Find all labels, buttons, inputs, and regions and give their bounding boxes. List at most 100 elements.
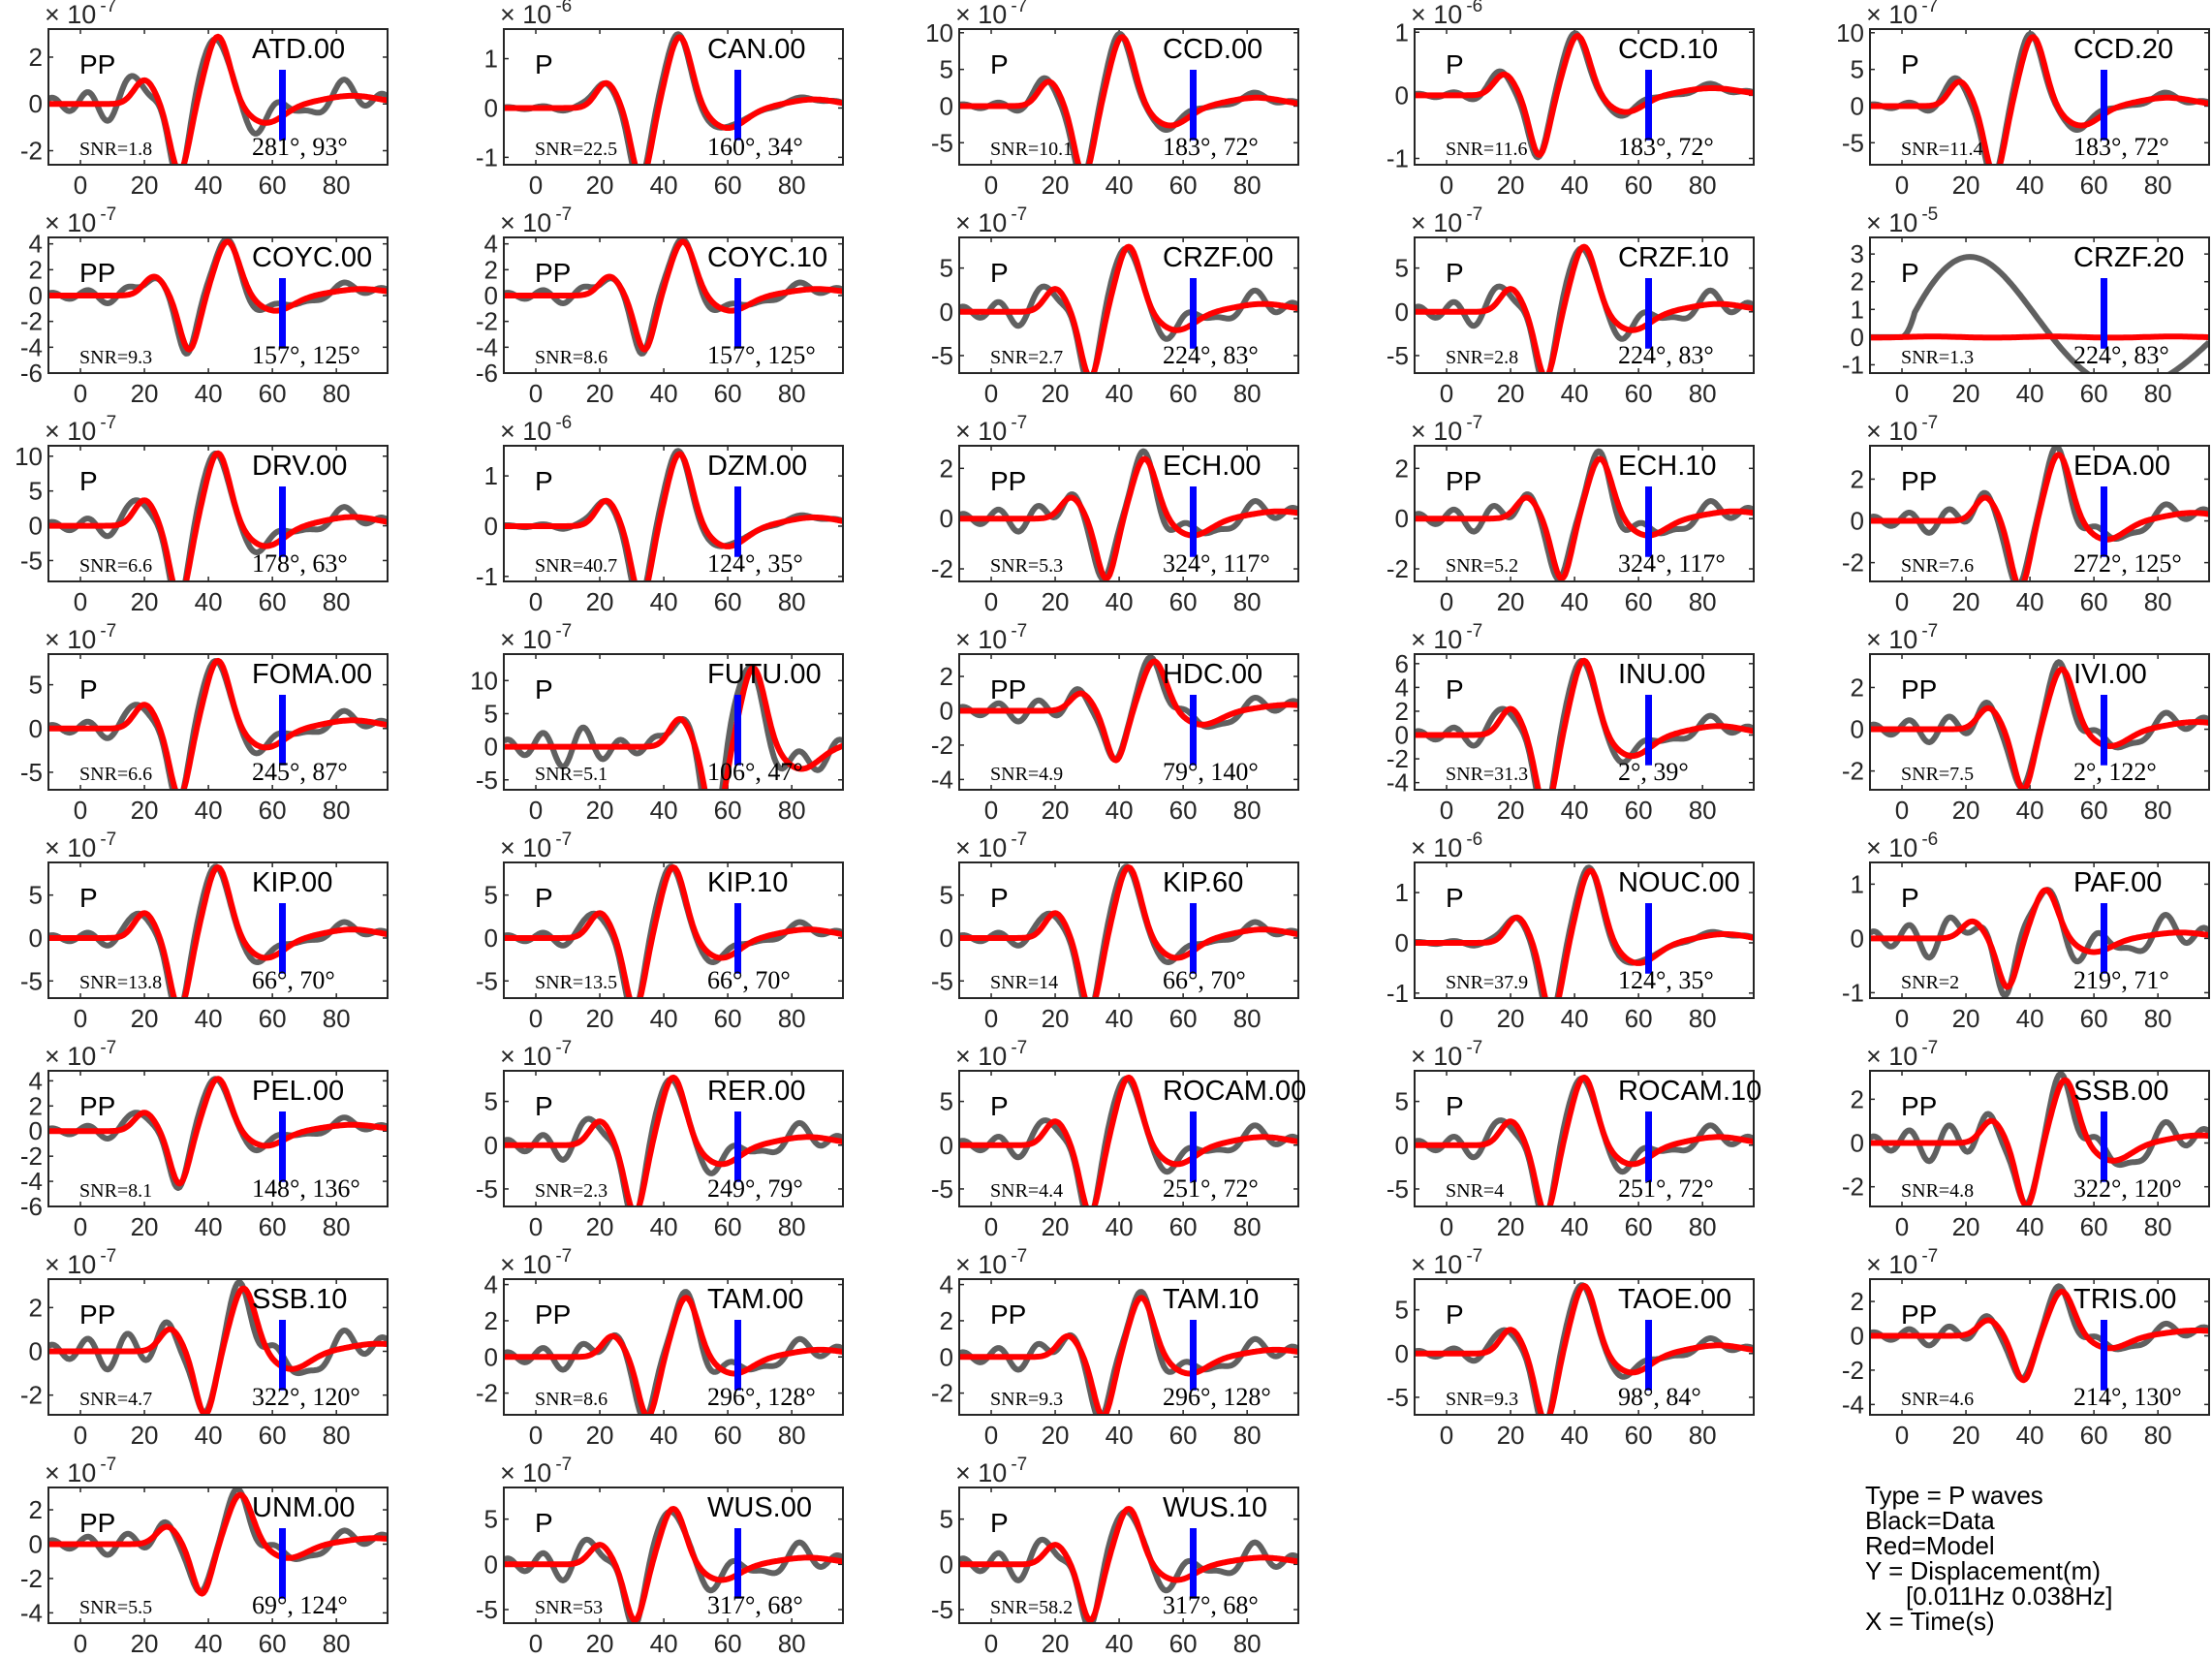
x-tick-label: 80: [1233, 796, 1262, 825]
y-exponent-label: × 10 -7: [1866, 0, 1938, 29]
x-tick-label: 40: [2016, 1212, 2044, 1241]
station-label: RER.00: [707, 1076, 806, 1107]
y-tick-label: -2: [476, 1379, 498, 1408]
model-trace: [505, 1506, 842, 1622]
y-tick-label: 5: [29, 881, 43, 910]
x-tick-label: 60: [2080, 1004, 2108, 1033]
x-tick-label: 20: [131, 1629, 159, 1658]
angles-label: 272°, 125°: [2073, 549, 2182, 578]
model-trace: [49, 657, 387, 789]
y-tick-label: 5: [1395, 1087, 1409, 1116]
station-label: CRZF.20: [2073, 242, 2184, 273]
snr-label: SNR=9.3: [990, 1389, 1063, 1410]
station-label: WUS.10: [1163, 1492, 1267, 1523]
x-tick-label: 60: [2080, 587, 2108, 616]
station-panel: 0 20 40 60 80 -5 0 5× 10 -7 P TAOE.00 SNR=9.3 98°, 8…: [1386, 1246, 1755, 1450]
y-exponent-label: × 10 -7: [500, 1246, 572, 1279]
angles-label: 157°, 125°: [252, 341, 360, 369]
y-exponent-label: × 10 -7: [955, 1038, 1027, 1071]
angles-label: 214°, 130°: [2073, 1383, 2182, 1411]
y-tick-label: -5: [1386, 341, 1409, 370]
angles-label: 251°, 72°: [1618, 1174, 1714, 1203]
y-tick-label: 0: [940, 923, 953, 953]
station-label: TRIS.00: [2073, 1284, 2176, 1315]
y-tick-label: 10: [15, 442, 43, 471]
y-tick-label: 5: [484, 881, 498, 910]
phase-label: P: [535, 674, 553, 704]
x-tick-label: 80: [323, 587, 351, 616]
x-tick-label: 40: [1106, 1212, 1134, 1241]
x-tick-label: 40: [1561, 796, 1589, 825]
x-tick-label: 20: [131, 1421, 159, 1450]
station-label: WUS.00: [707, 1492, 812, 1523]
x-tick-label: 60: [714, 1004, 742, 1033]
phase-label: PP: [79, 1299, 115, 1330]
phase-label: P: [1446, 1091, 1464, 1121]
phase-label: PP: [990, 1299, 1026, 1330]
angles-label: 148°, 136°: [252, 1174, 360, 1203]
x-tick-label: 40: [650, 1421, 678, 1450]
x-tick-label: 20: [1497, 796, 1525, 825]
y-tick-label: -2: [1386, 744, 1409, 773]
phase-label: PP: [990, 466, 1026, 496]
station-label: UNM.00: [252, 1492, 355, 1523]
station-panel: 0 20 40 60 80 -5 0 5× 10 -7 P ROCAM.00 SNR=4.4 251°,…: [931, 1038, 1306, 1241]
y-exponent-label: × 10 -7: [45, 413, 116, 446]
y-exponent-label: × 10 -7: [1411, 621, 1482, 654]
x-tick-label: 0: [1440, 171, 1453, 200]
y-tick-label: 2: [29, 1293, 43, 1322]
x-tick-label: 60: [2080, 1421, 2108, 1450]
y-exponent-label: × 10 -7: [955, 413, 1027, 446]
y-tick-label: 5: [29, 477, 43, 506]
snr-label: SNR=2: [1901, 972, 1959, 993]
y-tick-label: 0: [1395, 1131, 1409, 1160]
phase-label: P: [79, 674, 98, 704]
y-tick-label: 2: [1851, 464, 1864, 493]
snr-label: SNR=4.6: [1901, 1389, 1974, 1410]
y-tick-label: 5: [940, 254, 953, 283]
angles-label: 219°, 71°: [2073, 966, 2169, 994]
snr-label: SNR=6.6: [79, 764, 152, 785]
x-tick-label: 80: [1689, 587, 1717, 616]
y-tick-label: 0: [940, 1131, 953, 1160]
y-tick-label: 4: [940, 1270, 953, 1299]
station-label: CCD.20: [2073, 34, 2173, 65]
x-tick-label: 0: [529, 1421, 543, 1450]
x-tick-label: 20: [586, 1421, 614, 1450]
y-tick-label: -1: [1842, 978, 1864, 1007]
y-exponent-label: × 10 -7: [45, 204, 116, 237]
x-tick-label: 60: [1625, 796, 1653, 825]
phase-label: PP: [535, 258, 571, 288]
x-tick-label: 80: [323, 1004, 351, 1033]
x-tick-label: 40: [195, 796, 223, 825]
y-tick-label: 2: [484, 1306, 498, 1335]
snr-label: SNR=9.3: [79, 347, 152, 368]
model-trace: [960, 1074, 1297, 1205]
y-tick-label: 0: [29, 1337, 43, 1366]
model-trace: [960, 1295, 1297, 1414]
model-trace: [1871, 1077, 2208, 1205]
y-tick-label: -1: [476, 562, 498, 591]
y-tick-label: 1: [1395, 878, 1409, 907]
panel-frame: [1869, 236, 2210, 374]
model-trace: [1871, 333, 2208, 341]
y-tick-label: -6: [20, 1192, 43, 1221]
x-tick-label: 60: [1169, 1629, 1198, 1658]
x-tick-label: 20: [1042, 1212, 1070, 1241]
model-trace: [1871, 452, 2208, 580]
y-tick-label: 2: [1851, 1084, 1864, 1113]
y-tick-label: 0: [1395, 297, 1409, 327]
y-tick-label: -2: [20, 1142, 43, 1171]
x-tick-label: 40: [195, 1004, 223, 1033]
model-trace: [1416, 33, 1753, 158]
x-tick-label: 20: [1042, 379, 1070, 408]
model-trace: [505, 1295, 842, 1414]
y-tick-label: 2: [29, 255, 43, 284]
y-tick-label: 0: [29, 1116, 43, 1145]
y-tick-label: -2: [20, 307, 43, 336]
x-tick-label: 40: [2016, 1421, 2044, 1450]
y-tick-label: 4: [484, 230, 498, 259]
x-tick-label: 0: [74, 1421, 87, 1450]
y-exponent-label: × 10 -7: [1866, 413, 1938, 446]
x-tick-label: 80: [323, 379, 351, 408]
